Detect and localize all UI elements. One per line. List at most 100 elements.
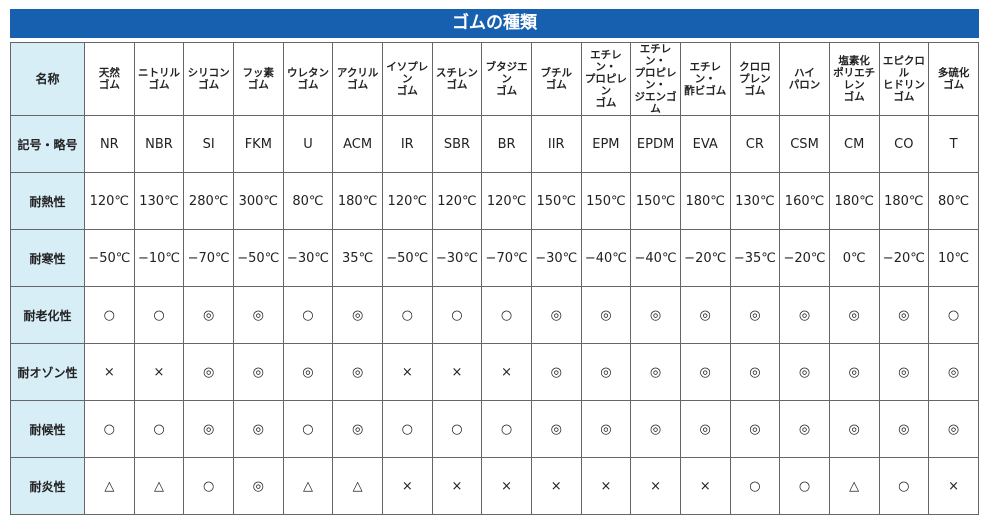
table-cell: 120℃ <box>431 172 483 230</box>
table-cell: EVA <box>679 115 731 173</box>
table-row: 耐候性 ○ ○ ◎ ◎ ○ ◎ ○ ○ ○ ◎ ◎ ◎ ◎ ◎ ◎ ◎ ◎ ◎ <box>10 400 979 458</box>
table-cell: 130℃ <box>133 172 185 230</box>
table-cell: ◎ <box>779 400 830 458</box>
table-cell: 10℃ <box>928 229 979 287</box>
column-header: ウレタン ゴム <box>282 42 334 116</box>
table-cell: 80℃ <box>282 172 334 230</box>
rubber-table: 名称 天然 ゴム ニトリル ゴム シリコン ゴム フッ素 ゴム ウレタン ゴム アクリル ゴ… <box>10 42 979 515</box>
table-cell: ○ <box>84 400 135 458</box>
table-cell: ◎ <box>530 400 582 458</box>
table-cell: ○ <box>133 400 185 458</box>
table-cell: ◎ <box>729 343 781 401</box>
column-header: クロロ プレン ゴム <box>729 42 781 116</box>
row-label: 記号・略号 <box>10 115 85 173</box>
row-label: 耐老化性 <box>10 286 85 344</box>
table-cell: × <box>133 343 185 401</box>
table-cell: ◎ <box>630 343 681 401</box>
table-cell: ◎ <box>679 286 731 344</box>
table-cell: 180℃ <box>828 172 880 230</box>
table-cell: ○ <box>381 286 433 344</box>
table-cell: ◎ <box>183 286 234 344</box>
table-cell: ◎ <box>779 286 830 344</box>
table-cell: ○ <box>779 457 830 515</box>
table-cell: × <box>630 457 681 515</box>
column-header: エチレン・ プロピレン・ ジエンゴム <box>630 42 681 116</box>
table-row: 耐老化性 ○ ○ ◎ ◎ ○ ◎ ○ ○ ○ ◎ ◎ ◎ ◎ ◎ ◎ ◎ ◎ ○ <box>10 286 979 344</box>
table-cell: 120℃ <box>481 172 532 230</box>
row-label: 名称 <box>10 42 85 116</box>
table-cell: ○ <box>878 457 930 515</box>
table-cell: NBR <box>133 115 185 173</box>
table-cell: −70℃ <box>183 229 234 287</box>
table-cell: ◎ <box>828 400 880 458</box>
table-cell: −40℃ <box>580 229 632 287</box>
table-cell: × <box>84 343 135 401</box>
table-cell: −20℃ <box>679 229 731 287</box>
table-cell: CSM <box>779 115 830 173</box>
table-cell: 150℃ <box>530 172 582 230</box>
table-cell: ◎ <box>580 400 632 458</box>
table-cell: 180℃ <box>332 172 383 230</box>
table-cell: ○ <box>431 286 483 344</box>
table-cell: ○ <box>133 286 185 344</box>
table-cell: × <box>481 343 532 401</box>
column-header: フッ素 ゴム <box>232 42 284 116</box>
table-cell: −30℃ <box>431 229 483 287</box>
table-cell: −20℃ <box>878 229 930 287</box>
table-cell: FKM <box>232 115 284 173</box>
table-cell: ◎ <box>580 343 632 401</box>
table-cell: 280℃ <box>183 172 234 230</box>
table-cell: −40℃ <box>630 229 681 287</box>
table-cell: ◎ <box>332 286 383 344</box>
table-cell: △ <box>828 457 880 515</box>
column-header: エチレン・ 酢ビゴム <box>679 42 731 116</box>
table-cell: ○ <box>381 400 433 458</box>
table-cell: 130℃ <box>729 172 781 230</box>
table-cell: 120℃ <box>84 172 135 230</box>
table-cell: ○ <box>431 400 483 458</box>
table-cell: SI <box>183 115 234 173</box>
table-cell: ○ <box>282 400 334 458</box>
table-cell: ◎ <box>332 343 383 401</box>
column-header: シリコン ゴム <box>183 42 234 116</box>
table-cell: −35℃ <box>729 229 781 287</box>
table-cell: × <box>679 457 731 515</box>
row-label: 耐熱性 <box>10 172 85 230</box>
table-cell: 0℃ <box>828 229 880 287</box>
table-cell: ◎ <box>679 343 731 401</box>
table-cell: ○ <box>481 400 532 458</box>
row-label: 耐オゾン性 <box>10 343 85 401</box>
table-cell: EPM <box>580 115 632 173</box>
column-header: 多硫化 ゴム <box>928 42 979 116</box>
column-header: 塩素化 ポリエチレン ゴム <box>828 42 880 116</box>
title-bar: ゴムの種類 <box>10 9 979 38</box>
column-header: 天然 ゴム <box>84 42 135 116</box>
table-cell: ◎ <box>729 286 781 344</box>
table-cell: ◎ <box>630 286 681 344</box>
table-cell: SBR <box>431 115 483 173</box>
table-row: 記号・略号 NR NBR SI FKM U ACM IR SBR BR IIR EPM EPDM EVA C… <box>10 115 979 173</box>
table-cell: 160℃ <box>779 172 830 230</box>
table-row: 耐寒性 −50℃ −10℃ −70℃ −50℃ −30℃ 35℃ −50℃ −30℃ −70℃ −3… <box>10 229 979 287</box>
table-cell: ◎ <box>232 457 284 515</box>
table-cell: −30℃ <box>530 229 582 287</box>
table-cell: ◎ <box>282 343 334 401</box>
table-cell: ◎ <box>828 343 880 401</box>
table-cell: × <box>431 343 483 401</box>
table-cell: × <box>481 457 532 515</box>
table-cell: −20℃ <box>779 229 830 287</box>
table-cell: −30℃ <box>282 229 334 287</box>
table-cell: ◎ <box>232 343 284 401</box>
table-cell: IIR <box>530 115 582 173</box>
table-cell: EPDM <box>630 115 681 173</box>
table-cell: ◎ <box>779 343 830 401</box>
table-cell: △ <box>84 457 135 515</box>
table-cell: ○ <box>729 457 781 515</box>
table-cell: × <box>580 457 632 515</box>
table-cell: ◎ <box>332 400 383 458</box>
table-cell: × <box>381 457 433 515</box>
table-row: 耐熱性 120℃ 130℃ 280℃ 300℃ 80℃ 180℃ 120℃ 120℃ 120℃ 15… <box>10 172 979 230</box>
row-label: 耐候性 <box>10 400 85 458</box>
table-cell: △ <box>282 457 334 515</box>
